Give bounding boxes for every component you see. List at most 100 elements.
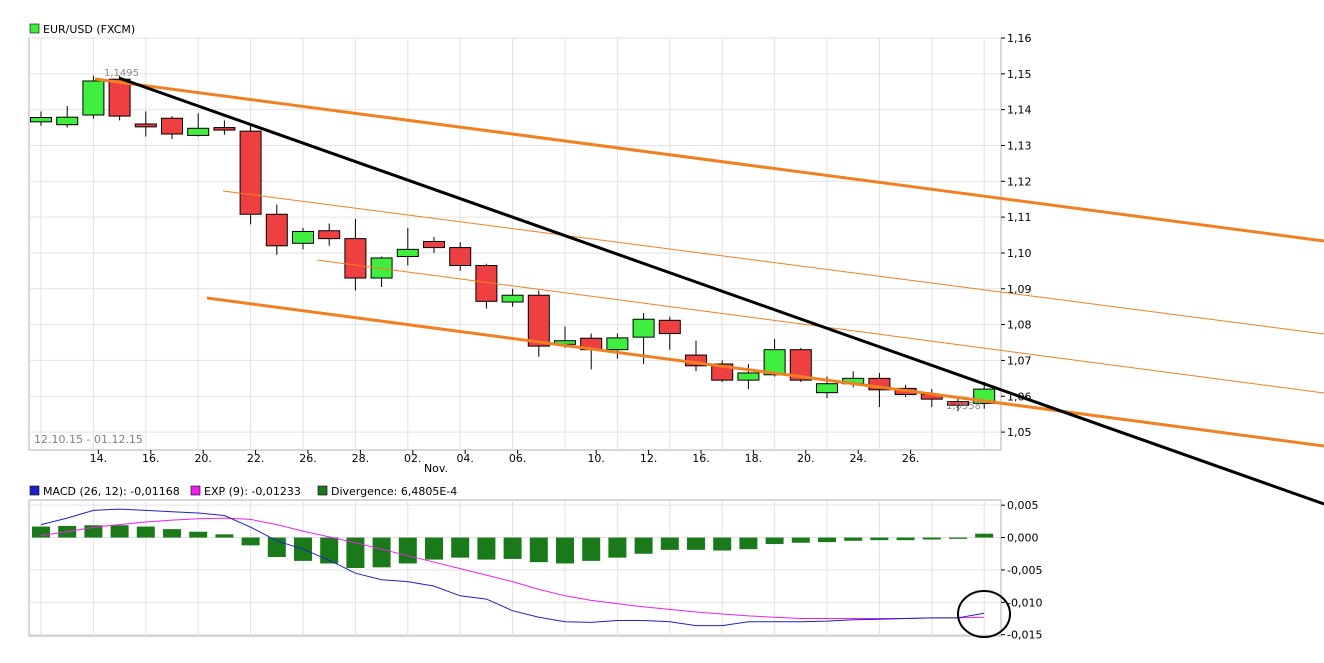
- price-y-tick-label: 1,08: [1007, 319, 1032, 332]
- upper-channel-line: [94, 77, 1324, 243]
- candle-body: [56, 116, 79, 126]
- price-x-tick-label: 12.: [640, 452, 658, 465]
- candle: [947, 398, 969, 412]
- divergence-bar: [241, 537, 260, 546]
- price-x-tick-label: 04.: [456, 452, 474, 465]
- x-month-label: Nov.: [424, 462, 448, 475]
- price-panel: 1,16 1,15 1,14 1,13 1,12 1,11 1,10 1,09 1,08 1,07…: [28, 23, 1032, 475]
- candle: [868, 372, 891, 408]
- price-y-axis: 1,16 1,15 1,14 1,13 1,12 1,11 1,10 1,09 1,08 1,07…: [1001, 32, 1032, 439]
- divergence-bar: [425, 537, 443, 560]
- candle-body: [501, 294, 524, 303]
- price-y-tick-label: 1,05: [1007, 426, 1032, 439]
- candle: [527, 290, 550, 357]
- candle-body: [292, 230, 314, 244]
- divergence-bar: [870, 537, 889, 541]
- candle: [344, 218, 367, 291]
- price-x-tick-label: 26.: [902, 452, 920, 465]
- price-plot-area: [28, 37, 1002, 451]
- candle: [82, 75, 105, 119]
- candle: [501, 288, 524, 307]
- divergence-bar: [163, 529, 181, 538]
- exp-line: [40, 517, 985, 619]
- price-y-tick-label: 1,15: [1007, 68, 1032, 81]
- candle: [737, 364, 760, 390]
- price-y-tick-label: 1,07: [1007, 354, 1032, 367]
- price-x-tick-label: 18.: [745, 452, 763, 465]
- price-legend-swatch: [29, 23, 40, 34]
- price-legend: EUR/USD (FXCM): [29, 23, 135, 36]
- candle-body: [30, 117, 52, 123]
- candle-body: [449, 247, 472, 266]
- price-x-tick-label: 14.: [90, 452, 108, 465]
- candle-body: [789, 349, 812, 381]
- candle-body: [816, 383, 838, 394]
- divergence-bar: [346, 537, 365, 568]
- price-x-tick-label: 06.: [509, 452, 527, 465]
- candle-body: [423, 240, 445, 249]
- price-x-tick-label: 28.: [352, 452, 370, 465]
- price-x-tick-label: 20.: [797, 452, 815, 465]
- divergence-bar: [844, 537, 863, 541]
- candle: [213, 120, 236, 135]
- price-x-tick-label: 02.: [404, 452, 422, 465]
- divergence-bar: [949, 537, 967, 539]
- candle: [763, 338, 786, 377]
- candle-body: [344, 238, 367, 279]
- exp-legend-label: EXP (9): -0,01233: [204, 485, 301, 498]
- candle-body: [763, 349, 786, 376]
- divergence-bar: [215, 534, 234, 538]
- candle: [370, 256, 393, 287]
- candle: [449, 242, 472, 271]
- divergence-bar: [136, 526, 155, 538]
- macd-line: [40, 508, 985, 627]
- price-y-tick-label: 1,10: [1007, 247, 1032, 260]
- high-annotation: 1,1495: [104, 68, 139, 79]
- black-trend-line: [118, 76, 1324, 506]
- candle-body: [868, 377, 891, 391]
- price-legend-label: EUR/USD (FXCM): [43, 23, 135, 36]
- candle-body: [108, 78, 131, 117]
- divergence-bar: [739, 537, 758, 550]
- divergence-bar: [660, 537, 679, 550]
- candle-body: [947, 401, 969, 406]
- price-x-tick-label: 10.: [587, 452, 605, 465]
- divergence-legend-swatch: [317, 485, 328, 496]
- candle-body: [318, 230, 341, 240]
- price-x-tick-label: 26.: [299, 452, 317, 465]
- candle-body: [527, 294, 550, 347]
- divergence-legend-label: Divergence: 6,4805E-4: [331, 485, 457, 498]
- middle-channel-line-upper: [222, 190, 1324, 335]
- price-y-tick-label: 1,12: [1007, 175, 1032, 188]
- candle: [134, 111, 157, 137]
- date-range-label: 12.10.15 - 01.12.15: [34, 433, 143, 446]
- macd-legend-label: MACD (26, 12): -0,01168: [43, 485, 180, 498]
- macd-y-tick-label: -0,015: [1007, 629, 1042, 642]
- divergence-bar: [765, 537, 784, 545]
- low-annotation: 1,0558: [946, 401, 981, 412]
- candle: [658, 316, 681, 350]
- candle-body: [606, 337, 629, 351]
- candle: [292, 227, 314, 250]
- candle: [265, 204, 288, 255]
- candle: [318, 223, 341, 246]
- divergence-bar: [503, 537, 522, 559]
- price-y-tick-label: 1,13: [1007, 139, 1032, 152]
- candle: [161, 116, 183, 140]
- macd-y-tick-label: -0,010: [1007, 596, 1042, 609]
- divergence-bar: [451, 537, 470, 558]
- candle-body: [632, 318, 655, 338]
- price-x-tick-label: 22.: [247, 452, 265, 465]
- price-x-tick-label: 16.: [692, 452, 710, 465]
- exp-legend-swatch: [190, 485, 201, 496]
- divergence-bar: [556, 537, 574, 564]
- divergence-bar: [529, 537, 548, 563]
- divergence-bar: [687, 537, 705, 550]
- price-y-tick-label: 1,16: [1007, 32, 1032, 45]
- price-y-tick-label: 1,14: [1007, 104, 1032, 117]
- divergence-bar: [818, 537, 836, 543]
- candle: [606, 333, 629, 359]
- candle: [711, 360, 734, 382]
- divergence-bars: [32, 525, 994, 568]
